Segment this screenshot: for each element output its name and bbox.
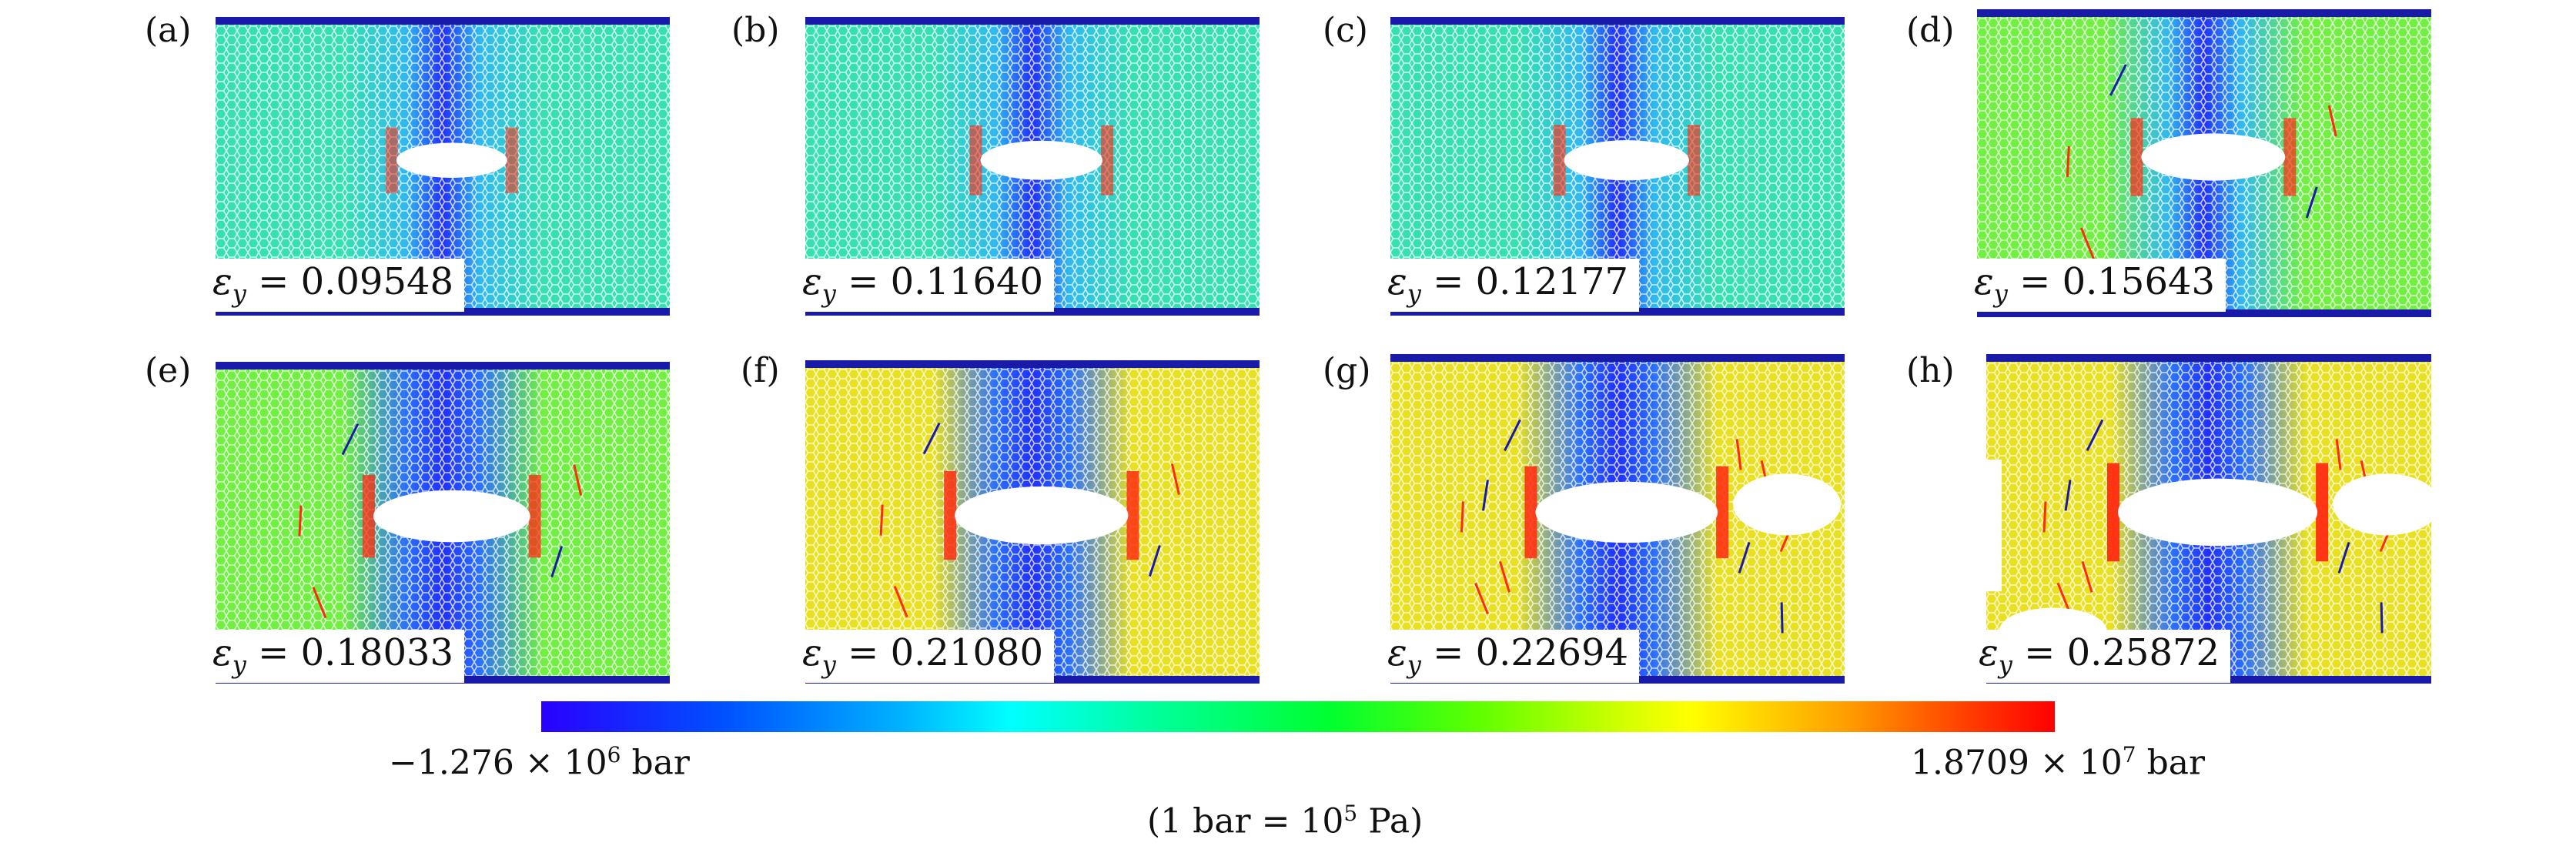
colorbar-max-label: 1.8709 × 107 bar (1911, 742, 2206, 783)
panel-label-d: (d) (1906, 11, 1955, 50)
strain-label-a: εy = 0.09548 (206, 259, 465, 312)
strain-label-c: εy = 0.12177 (1381, 259, 1640, 312)
panel-label-e: (e) (145, 351, 192, 390)
unit-conversion-note: (1 bar = 105 Pa) (1147, 801, 1423, 841)
strain-label-e: εy = 0.18033 (206, 630, 465, 683)
strain-label-h: εy = 0.25872 (1972, 630, 2231, 683)
panel-label-a: (a) (145, 11, 192, 50)
panel-label-f: (f) (741, 351, 780, 390)
panel-label-g: (g) (1323, 351, 1371, 390)
panel-label-b: (b) (731, 11, 780, 50)
graphene-panel-f (805, 360, 1260, 684)
colorbar-min-label: −1.276 × 106 bar (389, 742, 690, 783)
strain-label-f: εy = 0.21080 (796, 630, 1055, 683)
stress-colorbar (541, 701, 2055, 732)
graphene-panel-e (216, 362, 670, 684)
panel-label-c: (c) (1323, 11, 1368, 50)
strain-label-b: εy = 0.11640 (796, 259, 1055, 312)
graphene-panel-h (1986, 354, 2431, 684)
graphene-panel-g (1390, 354, 1845, 684)
strain-label-d: εy = 0.15643 (1968, 259, 2226, 312)
strain-label-g: εy = 0.22694 (1381, 630, 1640, 683)
panel-label-h: (h) (1906, 351, 1955, 390)
graphene-panel-a (216, 17, 670, 316)
